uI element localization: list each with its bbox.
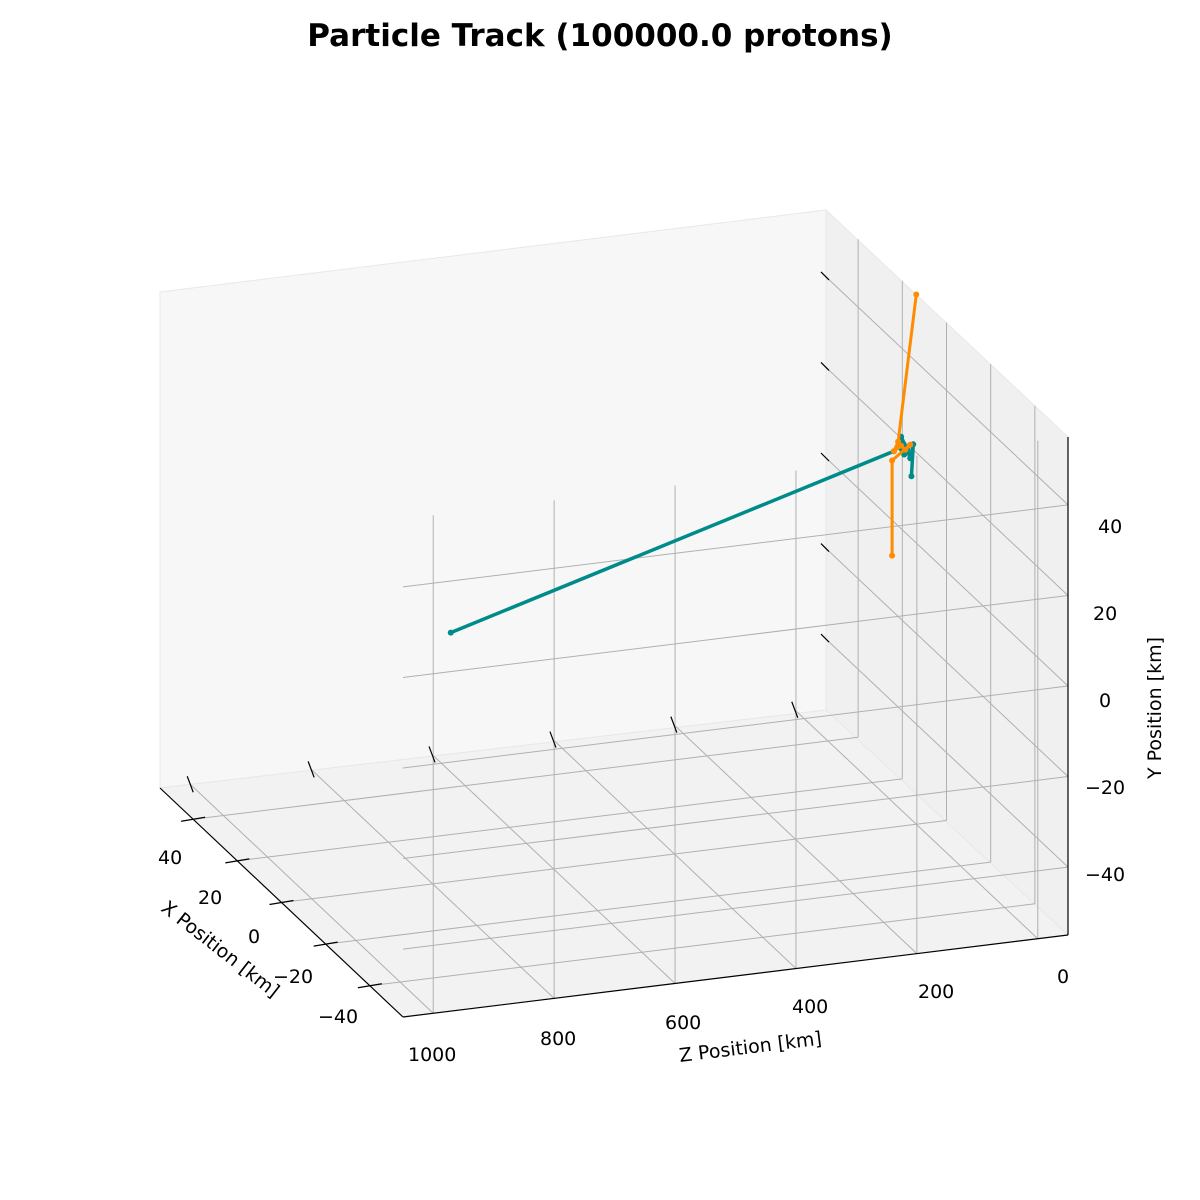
z-tick-label: 400: [792, 996, 828, 1018]
x-tick-label: −40: [318, 1006, 358, 1028]
data-point: [895, 438, 902, 445]
data-point: [447, 629, 454, 636]
z-tick-label: 200: [918, 981, 954, 1003]
y-tick-label: 0: [1099, 690, 1111, 712]
tick-marks: [181, 271, 830, 989]
x-tick-mark: [225, 858, 250, 864]
grid-line: [402, 594, 1069, 678]
grid-line: [824, 637, 1069, 868]
x-tick-label: 20: [198, 887, 222, 909]
x-tick-label: 40: [158, 847, 182, 869]
grid-line: [402, 866, 1069, 950]
y-tick-mark: [820, 633, 830, 643]
y-tick-label: −20: [1085, 777, 1125, 799]
z-tick-mark: [307, 761, 315, 778]
z-tick-label: 800: [540, 1028, 576, 1050]
z-axis-line: [402, 934, 1069, 1018]
grid-line: [369, 903, 1035, 987]
x-tick-label: −20: [273, 966, 313, 988]
x-tick-mark: [269, 899, 294, 906]
data-point: [898, 442, 905, 449]
data-point: [889, 552, 896, 559]
z-tick-mark: [670, 716, 678, 733]
data-point: [902, 446, 909, 453]
grid-line: [824, 366, 1069, 596]
data-marks: [447, 291, 920, 636]
y-tick-mark: [820, 452, 830, 462]
z-tick-mark: [186, 776, 194, 793]
z-tick-label: 0: [1057, 966, 1069, 988]
grid-line: [281, 820, 947, 903]
grid-line: [325, 861, 991, 945]
grid-line: [193, 736, 859, 820]
y-tick-mark: [820, 362, 830, 371]
x-axis-label: X Position [km]: [157, 897, 284, 1003]
z-tick-label: 600: [665, 1012, 701, 1034]
back-pane: [159, 209, 827, 789]
data-point: [890, 448, 897, 455]
x-tick-mark: [357, 983, 382, 989]
data-point: [907, 441, 914, 448]
z-tick-mark: [428, 746, 436, 763]
data-point: [907, 455, 914, 462]
data-point: [889, 457, 896, 464]
z-tick-label: 1000: [408, 1044, 456, 1066]
grid-line: [237, 778, 903, 862]
y-tick-mark: [820, 271, 830, 281]
grid-line: [824, 456, 1069, 687]
grid-lines: [189, 239, 1069, 1014]
z-tick-mark: [549, 731, 557, 748]
x-tick-mark: [181, 816, 206, 822]
chart-title: Particle Track (100000.0 protons): [307, 18, 893, 54]
x-tick-mark: [313, 941, 338, 947]
grid-line: [402, 776, 1069, 860]
y-tick-label: 40: [1098, 516, 1122, 538]
y-axis-label: Y Position [km]: [1144, 637, 1166, 780]
grid-line: [824, 547, 1069, 777]
z-tick-mark: [791, 701, 799, 718]
grid-line: [402, 685, 1069, 769]
data-point: [913, 291, 920, 298]
y-tick-label: 20: [1093, 603, 1117, 625]
x-tick-label: 0: [248, 926, 260, 948]
y-tick-mark: [820, 543, 830, 552]
grid-line: [824, 275, 1069, 506]
y-tick-label: −40: [1085, 864, 1125, 886]
grid-line: [402, 504, 1069, 588]
data-point: [908, 473, 915, 480]
